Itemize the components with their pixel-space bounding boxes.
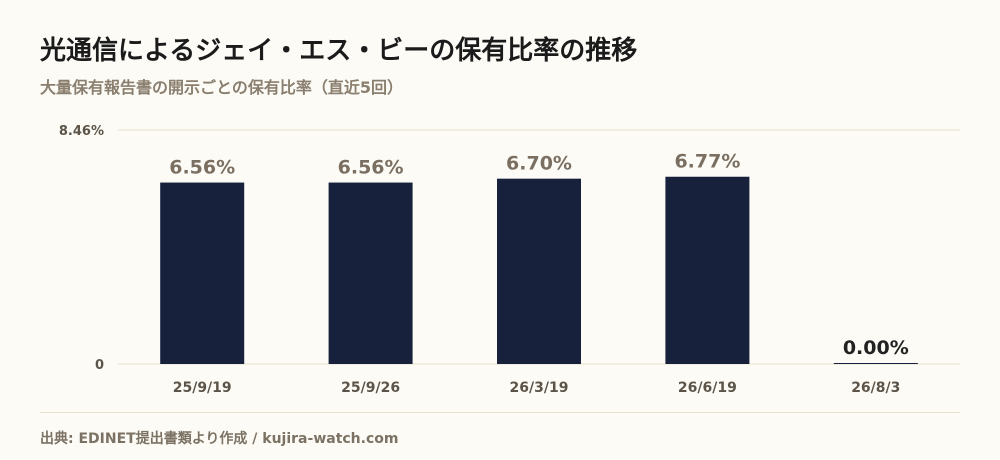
x-tick-label-1: 25/9/26 [341,380,400,396]
y-tick-label-max: 8.46% [59,124,104,139]
chart-subtitle: 大量保有報告書の開示ごとの保有比率（直近5回） [40,78,403,97]
x-tick-label-3: 26/6/19 [678,380,737,396]
bar-1 [328,182,413,364]
footer-divider [40,412,960,413]
source-footer: 出典: EDINET提出書類より作成 / kujira-watch.com [40,431,399,447]
bar-2 [497,178,581,364]
x-tick-label-0: 25/9/19 [173,380,232,396]
x-tick-label-4: 26/8/3 [851,380,900,396]
data-label-2: 6.70% [506,153,572,175]
bar-chart: 8.46% 0 6.56% 25/9/19 6.56% 25/9/26 6.70% 26/3/… [59,124,960,396]
bar-0 [160,182,245,364]
data-label-4: 0.00% [843,337,909,359]
data-label-0: 6.56% [169,157,235,179]
data-label-1: 6.56% [338,157,404,179]
data-label-3: 6.77% [674,151,740,173]
bar-4 [833,363,918,364]
chart-title: 光通信によるジェイ・エス・ビーの保有比率の推移 [40,36,638,66]
x-tick-label-2: 26/3/19 [510,380,569,396]
bar-3 [665,176,750,364]
y-tick-label-zero: 0 [95,358,104,373]
